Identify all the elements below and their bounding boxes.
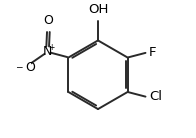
Text: OH: OH (88, 2, 108, 16)
Text: +: + (48, 43, 55, 52)
Text: O: O (43, 14, 53, 27)
Text: N: N (43, 45, 52, 58)
Text: F: F (149, 46, 157, 59)
Text: −: − (15, 63, 23, 71)
Text: O: O (25, 61, 35, 74)
Text: Cl: Cl (149, 90, 162, 103)
